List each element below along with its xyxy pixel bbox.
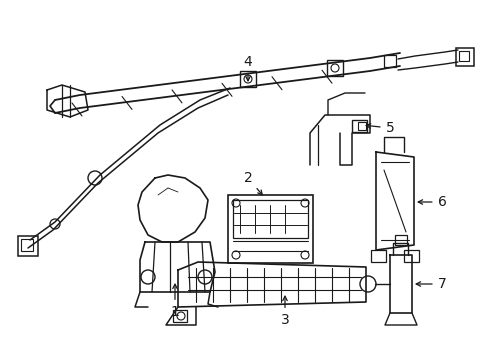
Bar <box>394 235 406 245</box>
Bar <box>403 250 418 262</box>
Bar <box>351 120 366 132</box>
Text: 4: 4 <box>243 55 252 81</box>
Bar <box>18 236 38 256</box>
Bar <box>21 239 33 251</box>
Text: 6: 6 <box>417 195 446 209</box>
Text: 7: 7 <box>415 277 446 291</box>
Bar <box>357 122 365 130</box>
Bar <box>173 310 186 322</box>
Bar <box>227 195 312 263</box>
Text: 2: 2 <box>243 171 262 195</box>
Bar <box>232 200 307 238</box>
Bar <box>326 60 342 76</box>
Text: 5: 5 <box>366 121 393 135</box>
Bar <box>455 48 473 66</box>
Bar <box>240 71 256 87</box>
Text: 3: 3 <box>280 296 289 327</box>
Bar <box>370 250 385 262</box>
Bar <box>383 55 395 67</box>
Bar <box>458 51 468 61</box>
Text: 1: 1 <box>170 284 179 319</box>
